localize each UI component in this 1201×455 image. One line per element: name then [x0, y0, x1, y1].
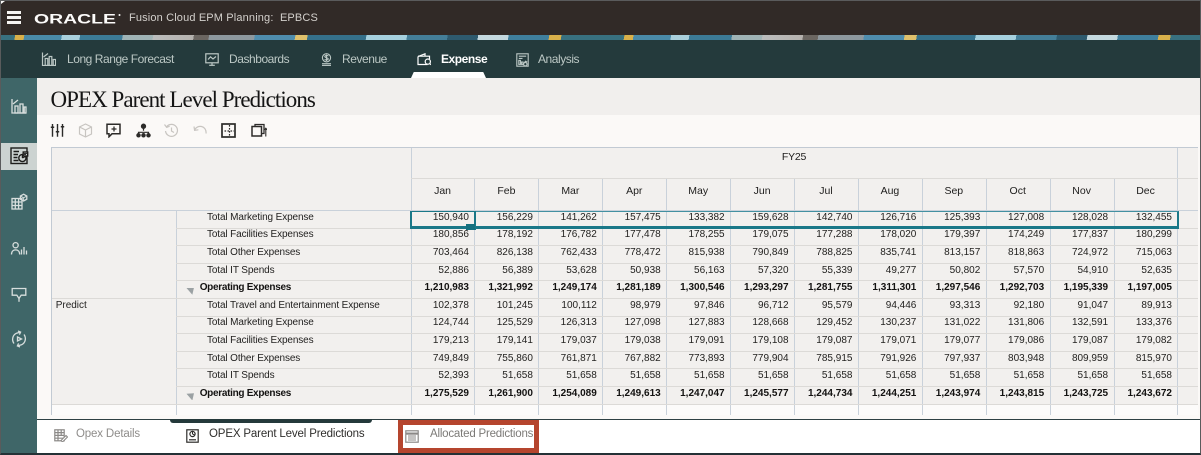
svg-text:ORACLE: ORACLE	[34, 13, 116, 25]
